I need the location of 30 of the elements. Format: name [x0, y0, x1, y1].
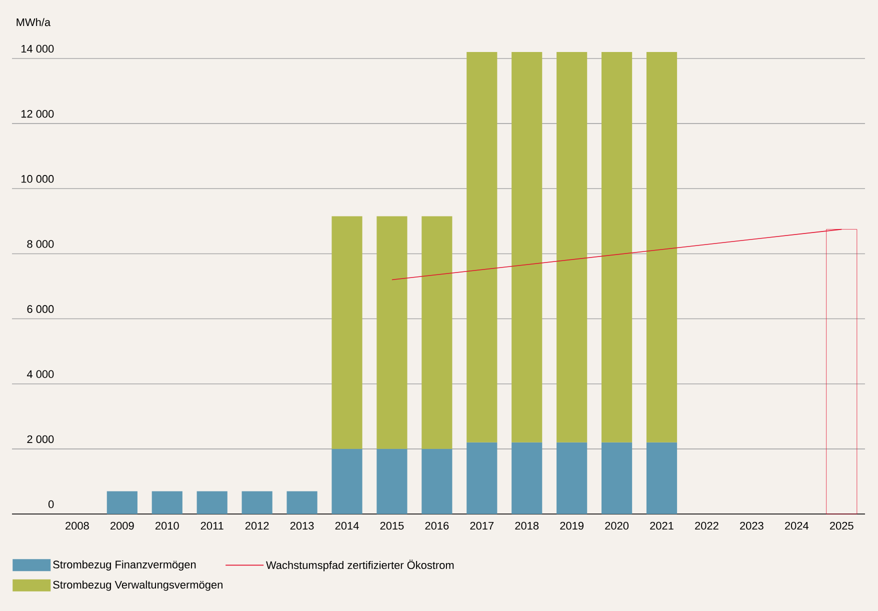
- x-tick-label: 2008: [66, 522, 89, 530]
- x-tick-label: 2024: [785, 522, 809, 530]
- x-tick-label: 2014: [335, 522, 359, 530]
- x-tick-label: 2013: [290, 522, 314, 530]
- y-tick-label: 14 000: [21, 44, 54, 53]
- y-tick-label: 2 000: [27, 435, 54, 444]
- x-tick-label: 2023: [740, 522, 764, 530]
- x-tick-label: 2020: [605, 522, 629, 530]
- x-tick-label: 2022: [695, 522, 718, 530]
- x-tick-label: 2012: [245, 522, 269, 530]
- x-tick-label: 2010: [155, 522, 179, 530]
- x-tick-label: 2019: [560, 522, 584, 530]
- legend-label: Strombezug Finanzvermögen: [53, 560, 196, 571]
- y-tick-label: 10 000: [21, 175, 54, 183]
- x-tick-label: 2016: [425, 522, 449, 530]
- y-axis-title: MWh/a: [16, 18, 51, 26]
- x-tick-label: 2018: [515, 522, 539, 530]
- x-tick-label: 2015: [380, 522, 404, 530]
- legend-label: Wachstumspfad zertifizierter Ökostrom: [266, 560, 454, 572]
- y-tick-label: 12 000: [21, 110, 54, 118]
- x-tick-label: 2009: [110, 522, 134, 530]
- y-tick-label: 0: [48, 500, 54, 508]
- y-tick-label: 4 000: [26, 370, 54, 378]
- y-tick-label: 6 000: [27, 305, 54, 313]
- x-tick-label: 2017: [470, 522, 494, 530]
- x-tick-label: 2025: [830, 522, 854, 530]
- x-tick-label: 2021: [650, 522, 674, 530]
- y-tick-label: 8 000: [27, 240, 54, 248]
- x-tick-label: 2011: [200, 522, 224, 530]
- legend-label: Strombezug Verwaltungsvermögen: [53, 580, 222, 591]
